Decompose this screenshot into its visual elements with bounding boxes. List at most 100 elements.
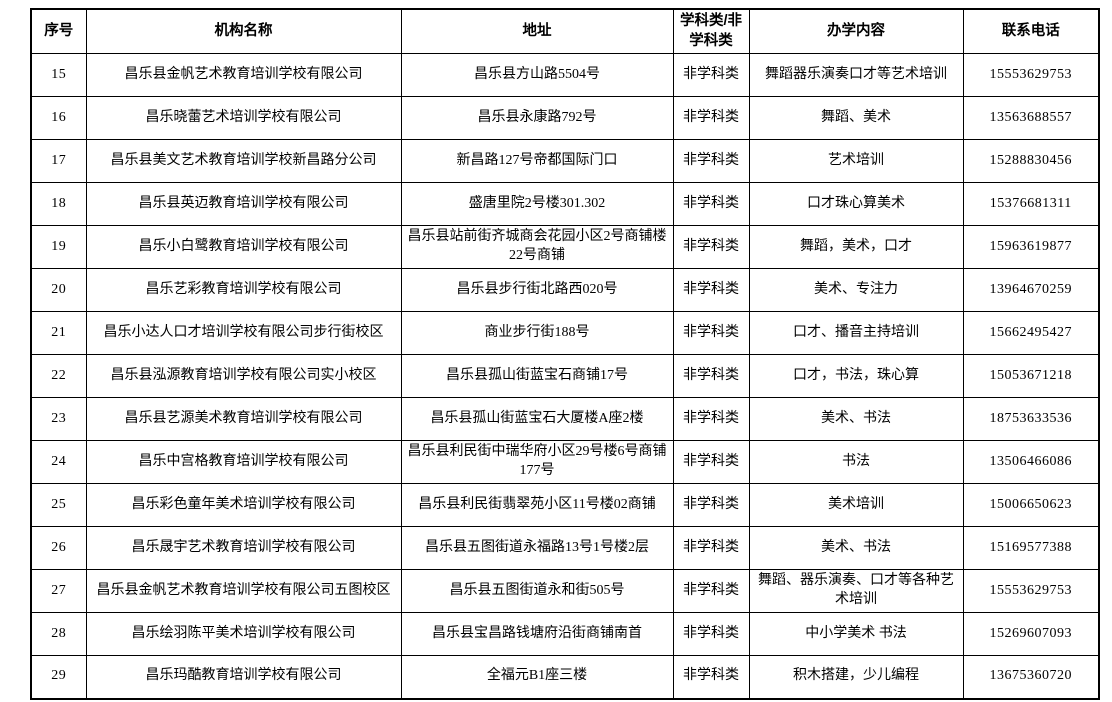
table-row: 25 昌乐彩色童年美术培训学校有限公司 昌乐县利民街翡翠苑小区11号楼02商铺 … <box>30 483 1100 528</box>
cell-address: 昌乐县孤山街蓝宝石商铺17号 <box>400 354 674 399</box>
cell-index: 16 <box>30 96 87 141</box>
cell-index: 29 <box>30 655 87 700</box>
cell-category: 非学科类 <box>672 612 750 657</box>
col-header-address: 地址 <box>400 8 674 55</box>
cell-name: 昌乐县英迈教育培训学校有限公司 <box>85 182 402 227</box>
cell-name: 昌乐彩色童年美术培训学校有限公司 <box>85 483 402 528</box>
cell-address: 盛唐里院2号楼301.302 <box>400 182 674 227</box>
col-header-index: 序号 <box>30 8 87 55</box>
cell-address: 昌乐县方山路5504号 <box>400 53 674 98</box>
cell-name: 昌乐艺彩教育培训学校有限公司 <box>85 268 402 313</box>
cell-phone: 13964670259 <box>962 268 1100 313</box>
cell-address: 新昌路127号帝都国际门口 <box>400 139 674 184</box>
table-row: 26 昌乐晟宇艺术教育培训学校有限公司 昌乐县五图街道永福路13号1号楼2层 非… <box>30 526 1100 571</box>
cell-phone: 15553629753 <box>962 53 1100 98</box>
cell-content: 美术培训 <box>748 483 964 528</box>
cell-content: 口才、播音主持培训 <box>748 311 964 356</box>
cell-index: 17 <box>30 139 87 184</box>
cell-index: 25 <box>30 483 87 528</box>
cell-address: 昌乐县孤山街蓝宝石大厦楼A座2楼 <box>400 397 674 442</box>
cell-index: 20 <box>30 268 87 313</box>
cell-content: 舞蹈、美术 <box>748 96 964 141</box>
cell-address: 昌乐县五图街道永福路13号1号楼2层 <box>400 526 674 571</box>
cell-name: 昌乐中宫格教育培训学校有限公司 <box>85 440 402 485</box>
cell-category: 非学科类 <box>672 96 750 141</box>
header-row: 序号 机构名称 地址 学科类/非学科类 办学内容 联系电话 <box>30 8 1100 55</box>
table-row: 28 昌乐绘羽陈平美术培训学校有限公司 昌乐县宝昌路钱塘府沿街商铺南首 非学科类… <box>30 612 1100 657</box>
cell-address: 商业步行街188号 <box>400 311 674 356</box>
cell-content: 美术、书法 <box>748 397 964 442</box>
cell-phone: 15553629753 <box>962 569 1100 614</box>
cell-phone: 15006650623 <box>962 483 1100 528</box>
cell-index: 22 <box>30 354 87 399</box>
table-body: 15 昌乐县金帆艺术教育培训学校有限公司 昌乐县方山路5504号 非学科类 舞蹈… <box>30 53 1100 700</box>
cell-category: 非学科类 <box>672 655 750 700</box>
cell-category: 非学科类 <box>672 182 750 227</box>
cell-address: 昌乐县五图街道永和街505号 <box>400 569 674 614</box>
cell-category: 非学科类 <box>672 311 750 356</box>
table-row: 27 昌乐县金帆艺术教育培训学校有限公司五图校区 昌乐县五图街道永和街505号 … <box>30 569 1100 614</box>
cell-content: 书法 <box>748 440 964 485</box>
cell-address: 昌乐县利民街中瑞华府小区29号楼6号商铺177号 <box>400 440 674 485</box>
cell-category: 非学科类 <box>672 569 750 614</box>
cell-index: 27 <box>30 569 87 614</box>
cell-index: 26 <box>30 526 87 571</box>
table-row: 29 昌乐玛酷教育培训学校有限公司 全福元B1座三楼 非学科类 积木搭建，少儿编… <box>30 655 1100 700</box>
cell-address: 全福元B1座三楼 <box>400 655 674 700</box>
cell-name: 昌乐小白鹭教育培训学校有限公司 <box>85 225 402 270</box>
cell-phone: 15169577388 <box>962 526 1100 571</box>
cell-name: 昌乐县泓源教育培训学校有限公司实小校区 <box>85 354 402 399</box>
cell-category: 非学科类 <box>672 354 750 399</box>
cell-address: 昌乐县宝昌路钱塘府沿街商铺南首 <box>400 612 674 657</box>
cell-phone: 15269607093 <box>962 612 1100 657</box>
cell-content: 舞蹈，美术，口才 <box>748 225 964 270</box>
cell-phone: 13506466086 <box>962 440 1100 485</box>
cell-category: 非学科类 <box>672 53 750 98</box>
cell-address: 昌乐县永康路792号 <box>400 96 674 141</box>
col-header-content: 办学内容 <box>748 8 964 55</box>
cell-index: 28 <box>30 612 87 657</box>
cell-phone: 13563688557 <box>962 96 1100 141</box>
cell-content: 口才，书法，珠心算 <box>748 354 964 399</box>
cell-phone: 15376681311 <box>962 182 1100 227</box>
cell-content: 美术、专注力 <box>748 268 964 313</box>
cell-index: 15 <box>30 53 87 98</box>
table-row: 18 昌乐县英迈教育培训学校有限公司 盛唐里院2号楼301.302 非学科类 口… <box>30 182 1100 227</box>
col-header-phone: 联系电话 <box>962 8 1100 55</box>
cell-phone: 15662495427 <box>962 311 1100 356</box>
table-row: 20 昌乐艺彩教育培训学校有限公司 昌乐县步行街北路西020号 非学科类 美术、… <box>30 268 1100 313</box>
cell-index: 19 <box>30 225 87 270</box>
cell-name: 昌乐绘羽陈平美术培训学校有限公司 <box>85 612 402 657</box>
table-row: 21 昌乐小达人口才培训学校有限公司步行街校区 商业步行街188号 非学科类 口… <box>30 311 1100 356</box>
cell-index: 23 <box>30 397 87 442</box>
cell-category: 非学科类 <box>672 440 750 485</box>
cell-address: 昌乐县利民街翡翠苑小区11号楼02商铺 <box>400 483 674 528</box>
cell-content: 舞蹈、器乐演奏、口才等各种艺术培训 <box>748 569 964 614</box>
institution-table: 序号 机构名称 地址 学科类/非学科类 办学内容 联系电话 15 昌乐县金帆艺术… <box>30 8 1100 700</box>
cell-content: 美术、书法 <box>748 526 964 571</box>
cell-phone: 18753633536 <box>962 397 1100 442</box>
cell-content: 口才珠心算美术 <box>748 182 964 227</box>
cell-category: 非学科类 <box>672 225 750 270</box>
table-header: 序号 机构名称 地址 学科类/非学科类 办学内容 联系电话 <box>30 8 1100 55</box>
table-row: 16 昌乐晓蕾艺术培训学校有限公司 昌乐县永康路792号 非学科类 舞蹈、美术 … <box>30 96 1100 141</box>
cell-name: 昌乐小达人口才培训学校有限公司步行街校区 <box>85 311 402 356</box>
table-row: 22 昌乐县泓源教育培训学校有限公司实小校区 昌乐县孤山街蓝宝石商铺17号 非学… <box>30 354 1100 399</box>
cell-category: 非学科类 <box>672 397 750 442</box>
cell-category: 非学科类 <box>672 526 750 571</box>
cell-content: 舞蹈器乐演奏口才等艺术培训 <box>748 53 964 98</box>
cell-content: 积木搭建，少儿编程 <box>748 655 964 700</box>
col-header-name: 机构名称 <box>85 8 402 55</box>
cell-content: 中小学美术 书法 <box>748 612 964 657</box>
cell-address: 昌乐县站前街齐城商会花园小区2号商铺楼22号商铺 <box>400 225 674 270</box>
cell-index: 18 <box>30 182 87 227</box>
cell-category: 非学科类 <box>672 268 750 313</box>
table-row: 17 昌乐县美文艺术教育培训学校新昌路分公司 新昌路127号帝都国际门口 非学科… <box>30 139 1100 184</box>
cell-name: 昌乐玛酷教育培训学校有限公司 <box>85 655 402 700</box>
table-row: 19 昌乐小白鹭教育培训学校有限公司 昌乐县站前街齐城商会花园小区2号商铺楼22… <box>30 225 1100 270</box>
cell-category: 非学科类 <box>672 139 750 184</box>
cell-address: 昌乐县步行街北路西020号 <box>400 268 674 313</box>
table-row: 15 昌乐县金帆艺术教育培训学校有限公司 昌乐县方山路5504号 非学科类 舞蹈… <box>30 53 1100 98</box>
cell-name: 昌乐县金帆艺术教育培训学校有限公司 <box>85 53 402 98</box>
cell-index: 21 <box>30 311 87 356</box>
